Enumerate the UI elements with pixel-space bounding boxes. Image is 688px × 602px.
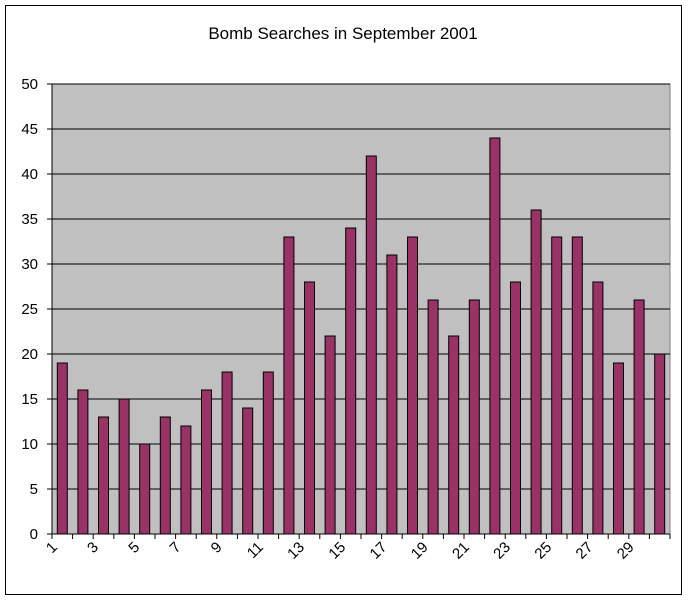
bar-10 <box>242 407 254 535</box>
y-tick-label: 10 <box>21 436 38 453</box>
x-tick-label: 19 <box>408 539 432 563</box>
bar-3 <box>98 416 109 535</box>
bar-30 <box>654 353 666 535</box>
y-tick-label: 50 <box>21 76 38 93</box>
bar-24 <box>530 209 542 535</box>
y-tick-label: 15 <box>21 391 38 408</box>
y-tick-label: 45 <box>21 121 38 138</box>
bar-26 <box>571 236 583 535</box>
x-tick-label: 9 <box>208 539 226 557</box>
bar-7 <box>180 425 192 535</box>
bar-12 <box>283 236 295 535</box>
bar-29 <box>633 299 645 535</box>
y-tick-label: 20 <box>21 346 38 363</box>
x-tick-label: 1 <box>43 539 61 557</box>
bar-25 <box>551 236 563 535</box>
bar-23 <box>510 281 521 535</box>
x-tick-label: 5 <box>125 539 143 557</box>
x-tick-label: 27 <box>573 539 597 563</box>
x-tick-label: 17 <box>367 539 391 563</box>
x-tick-label: 29 <box>614 539 638 563</box>
y-tick-label: 40 <box>21 166 38 183</box>
bar-20 <box>448 335 460 535</box>
bar-11 <box>262 371 274 535</box>
x-tick-label: 13 <box>284 539 308 563</box>
y-tick-label: 25 <box>21 301 38 318</box>
bar-9 <box>221 371 233 535</box>
chart-title: Bomb Searches in September 2001 <box>208 24 477 43</box>
bar-27 <box>592 281 604 535</box>
bar-6 <box>159 416 171 535</box>
y-tick-label: 5 <box>30 481 38 498</box>
bar-13 <box>304 281 315 535</box>
bar-22 <box>489 137 501 535</box>
x-tick-label: 3 <box>84 539 102 557</box>
bars <box>56 137 666 535</box>
y-tick-label: 0 <box>30 526 38 543</box>
y-tick-label: 35 <box>21 211 38 228</box>
x-tick-label: 11 <box>244 539 267 562</box>
bar-2 <box>77 389 89 535</box>
bar-18 <box>407 236 418 535</box>
x-axis-ticks: 1 3 5 7 9 11 13 15 17 19 21 23 25 27 29 <box>43 534 671 563</box>
bar-17 <box>386 254 398 535</box>
bar-21 <box>468 299 480 535</box>
bar-16 <box>365 155 377 535</box>
gridlines <box>52 83 670 490</box>
bar-15 <box>345 227 357 535</box>
y-tick-label: 30 <box>21 256 38 273</box>
x-tick-label: 25 <box>531 539 555 563</box>
bar-4 <box>118 398 130 535</box>
x-tick-label: 15 <box>325 539 349 563</box>
bar-5 <box>139 443 151 535</box>
x-tick-label: 23 <box>490 539 514 563</box>
bar-28 <box>613 362 624 535</box>
y-axis-ticks: 0 5 10 15 20 25 30 35 40 45 50 <box>21 76 52 543</box>
x-tick-label: 21 <box>449 539 473 563</box>
bar-8 <box>201 389 212 535</box>
bar-14 <box>324 335 336 535</box>
bar-19 <box>427 299 439 535</box>
bar-1 <box>56 362 68 535</box>
x-tick-label: 7 <box>167 539 185 557</box>
